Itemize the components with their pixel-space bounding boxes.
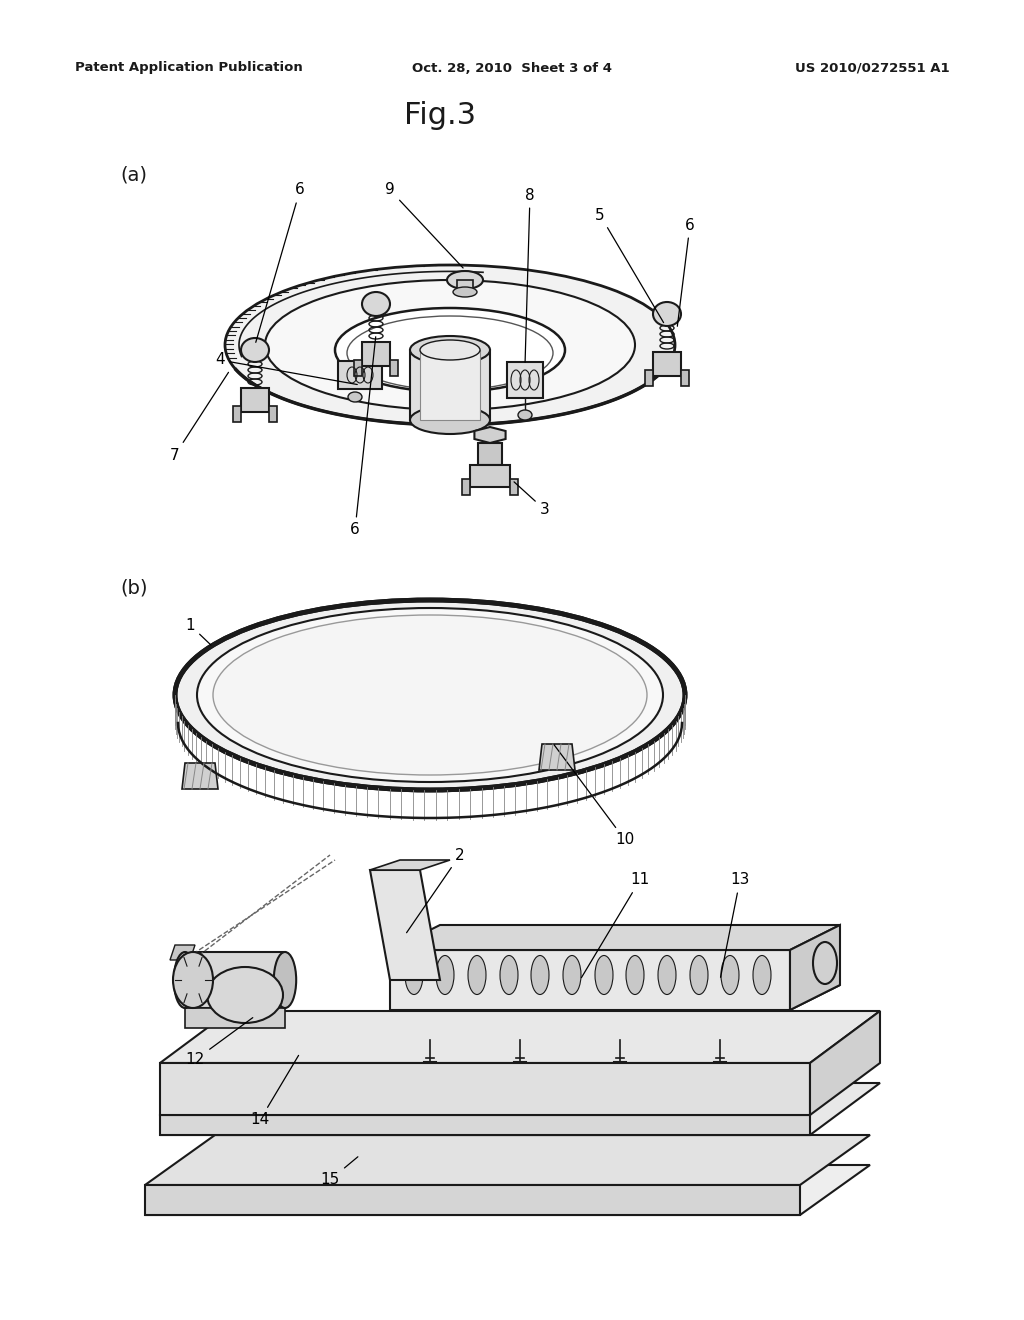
Ellipse shape: [721, 956, 739, 994]
Ellipse shape: [213, 615, 647, 775]
Ellipse shape: [406, 956, 423, 994]
Polygon shape: [539, 744, 575, 770]
Ellipse shape: [225, 265, 675, 425]
Polygon shape: [145, 1166, 870, 1214]
Text: 12: 12: [185, 1018, 253, 1068]
Ellipse shape: [348, 392, 362, 403]
Text: 9: 9: [385, 182, 463, 268]
Polygon shape: [474, 426, 506, 444]
Polygon shape: [185, 952, 285, 1008]
Ellipse shape: [273, 952, 296, 1008]
Polygon shape: [145, 1185, 800, 1214]
Polygon shape: [420, 350, 480, 420]
Text: US 2010/0272551 A1: US 2010/0272551 A1: [796, 62, 950, 74]
Ellipse shape: [175, 601, 685, 789]
Text: Oct. 28, 2010  Sheet 3 of 4: Oct. 28, 2010 Sheet 3 of 4: [412, 62, 612, 74]
Text: 4: 4: [215, 352, 357, 384]
Text: 6: 6: [256, 182, 305, 342]
Polygon shape: [681, 370, 689, 385]
Ellipse shape: [362, 292, 390, 315]
Polygon shape: [370, 870, 440, 979]
Ellipse shape: [690, 956, 708, 994]
Ellipse shape: [626, 956, 644, 994]
Polygon shape: [507, 362, 543, 399]
Polygon shape: [390, 950, 790, 1010]
Polygon shape: [338, 360, 382, 389]
Text: 3: 3: [514, 482, 550, 517]
Text: (a): (a): [120, 165, 147, 185]
Text: 11: 11: [582, 873, 649, 978]
Polygon shape: [478, 444, 502, 465]
Polygon shape: [653, 352, 681, 376]
Text: 7: 7: [170, 372, 228, 462]
Ellipse shape: [436, 956, 454, 994]
Text: 10: 10: [554, 744, 635, 847]
Ellipse shape: [658, 956, 676, 994]
Ellipse shape: [410, 407, 490, 434]
Ellipse shape: [468, 956, 486, 994]
Ellipse shape: [453, 286, 477, 297]
Ellipse shape: [531, 956, 549, 994]
Polygon shape: [182, 763, 218, 789]
Text: 2: 2: [407, 847, 465, 933]
Ellipse shape: [563, 956, 581, 994]
Ellipse shape: [335, 308, 565, 392]
Text: 6: 6: [350, 337, 376, 537]
Ellipse shape: [500, 956, 518, 994]
Polygon shape: [470, 465, 510, 487]
Polygon shape: [160, 1011, 880, 1063]
Ellipse shape: [173, 952, 213, 1008]
Ellipse shape: [653, 302, 681, 326]
Ellipse shape: [174, 952, 197, 1008]
Polygon shape: [354, 360, 362, 376]
Polygon shape: [790, 925, 840, 1010]
Text: 6: 6: [677, 218, 695, 326]
Ellipse shape: [197, 609, 663, 781]
Polygon shape: [390, 985, 840, 1010]
Polygon shape: [462, 479, 470, 495]
Text: 13: 13: [721, 873, 750, 977]
Polygon shape: [362, 342, 390, 366]
Ellipse shape: [265, 280, 635, 411]
Polygon shape: [390, 360, 398, 376]
Polygon shape: [170, 945, 195, 960]
Ellipse shape: [410, 337, 490, 364]
Polygon shape: [160, 1063, 810, 1115]
Polygon shape: [457, 280, 473, 292]
Ellipse shape: [447, 271, 483, 289]
Ellipse shape: [813, 942, 837, 983]
Ellipse shape: [207, 968, 283, 1023]
Polygon shape: [510, 479, 518, 495]
Text: 15: 15: [321, 1156, 357, 1188]
Polygon shape: [410, 350, 490, 420]
Ellipse shape: [595, 956, 613, 994]
Text: (b): (b): [120, 578, 147, 598]
Polygon shape: [160, 1115, 810, 1135]
Text: 5: 5: [595, 207, 664, 322]
Polygon shape: [185, 1008, 285, 1028]
Text: 14: 14: [251, 1056, 299, 1127]
Ellipse shape: [753, 956, 771, 994]
Polygon shape: [233, 407, 241, 422]
Polygon shape: [370, 861, 450, 870]
Text: Patent Application Publication: Patent Application Publication: [75, 62, 303, 74]
Text: Fig.3: Fig.3: [403, 100, 476, 129]
Text: 8: 8: [525, 187, 535, 362]
Polygon shape: [645, 370, 653, 385]
Polygon shape: [390, 925, 840, 950]
Polygon shape: [269, 407, 278, 422]
Polygon shape: [810, 1011, 880, 1115]
Polygon shape: [160, 1082, 880, 1135]
Ellipse shape: [518, 411, 532, 420]
Ellipse shape: [241, 338, 269, 362]
Polygon shape: [241, 388, 269, 412]
Text: 1: 1: [185, 618, 211, 645]
Polygon shape: [145, 1135, 870, 1185]
Ellipse shape: [420, 341, 480, 360]
